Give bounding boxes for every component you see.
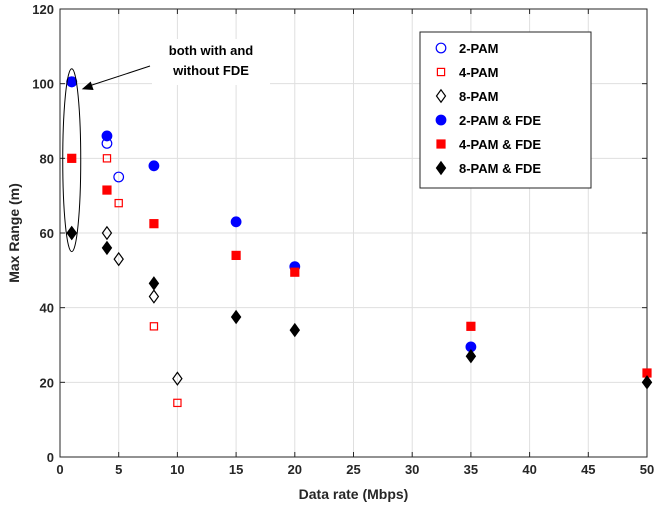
annotation-box	[152, 39, 270, 85]
y-tick-label: 120	[32, 2, 54, 17]
series-2-pam-fde	[66, 76, 477, 353]
legend-entry: 4-PAM	[436, 65, 498, 80]
legend-label: 8-PAM	[459, 89, 498, 104]
data-point	[148, 289, 160, 304]
data-point	[149, 322, 159, 331]
data-point	[641, 375, 653, 390]
data-point	[230, 216, 242, 228]
x-tick-label: 50	[640, 462, 654, 477]
annotation-arrowhead	[81, 81, 94, 90]
data-point	[289, 322, 301, 338]
annotation-arrow	[89, 65, 151, 87]
legend: 2-PAM 4-PAM 8-PAM 2-PAM & FDE 4-PAM & FDE 8-P…	[419, 31, 592, 189]
data-point	[114, 198, 123, 208]
data-point	[66, 76, 78, 88]
series-8-pam	[66, 225, 183, 386]
data-point	[66, 225, 77, 241]
y-axis-label: Max Range (m)	[6, 183, 22, 283]
data-point	[148, 276, 160, 291]
x-tick-label: 25	[346, 462, 360, 477]
legend-entry: 8-PAM	[435, 88, 498, 104]
annotation-text: without FDE	[172, 63, 249, 78]
x-tick-label: 15	[229, 462, 243, 477]
data-point	[231, 250, 241, 260]
x-tick-label: 40	[522, 462, 536, 477]
x-tick-label: 5	[115, 462, 122, 477]
data-point	[101, 225, 113, 241]
data-point	[102, 185, 112, 195]
legend-label: 8-PAM & FDE	[459, 161, 541, 176]
y-tick-label: 80	[40, 151, 54, 166]
data-point	[67, 153, 77, 163]
legend-marker	[436, 139, 446, 149]
data-point	[113, 171, 125, 183]
data-marks	[66, 76, 653, 408]
axis-ticks: 0 5 10 15 20 25 30 35 40 45 50 0 20 40 60 80 100 120	[32, 2, 654, 477]
data-point	[172, 371, 183, 386]
x-tick-label: 20	[288, 462, 302, 477]
series-8-pam-fde	[66, 225, 653, 390]
legend-label: 2-PAM	[459, 41, 498, 56]
x-tick-label: 0	[56, 462, 63, 477]
data-point	[148, 160, 160, 172]
data-point	[101, 130, 113, 142]
data-point	[290, 267, 300, 277]
data-point	[113, 251, 124, 267]
y-tick-label: 20	[40, 375, 54, 390]
y-tick-label: 100	[32, 77, 54, 92]
data-point	[230, 309, 242, 325]
annotation-ellipse	[62, 68, 82, 253]
series-4-pam-fde	[67, 153, 652, 378]
x-axis-label: Data rate (Mbps)	[299, 486, 409, 502]
data-point	[102, 154, 112, 163]
x-tick-label: 30	[405, 462, 419, 477]
legend-marker	[435, 88, 447, 104]
legend-label: 4-PAM	[459, 65, 498, 80]
data-point	[149, 219, 159, 229]
annotation-text: both with and	[169, 43, 254, 58]
data-point	[173, 398, 182, 408]
annotation: both with and without FDE	[62, 39, 270, 253]
y-tick-label: 40	[40, 301, 54, 316]
legend-label: 2-PAM & FDE	[459, 113, 541, 128]
data-point	[466, 321, 476, 331]
legend-entry: 2-PAM	[435, 41, 498, 56]
series-4-pam	[67, 154, 182, 408]
legend-entry: 2-PAM & FDE	[435, 113, 541, 128]
legend-entry: 4-PAM & FDE	[436, 137, 541, 152]
legend-marker	[435, 42, 447, 54]
x-tick-label: 35	[464, 462, 478, 477]
legend-marker	[435, 114, 447, 126]
legend-label: 4-PAM & FDE	[459, 137, 541, 152]
x-tick-label: 45	[581, 462, 595, 477]
series-2-pam	[66, 76, 125, 183]
legend-box	[419, 31, 592, 189]
y-tick-label: 0	[47, 450, 54, 465]
legend-marker	[436, 67, 446, 77]
y-tick-label: 60	[40, 226, 54, 241]
data-point	[465, 348, 477, 364]
legend-entry: 8-PAM & FDE	[435, 160, 541, 176]
x-tick-label: 10	[170, 462, 184, 477]
legend-marker	[435, 160, 447, 176]
data-point	[101, 240, 113, 256]
